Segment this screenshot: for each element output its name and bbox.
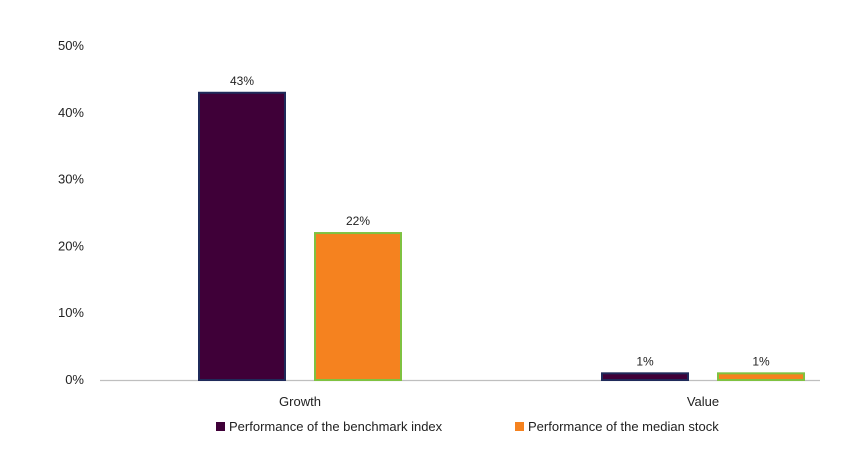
y-tick-label: 40% [58, 105, 84, 120]
x-category-label-value: Value [687, 394, 719, 409]
y-tick-label: 50% [58, 38, 84, 53]
legend: Performance of the benchmark index Perfor… [216, 419, 719, 434]
data-label-growth-series-1: 43% [230, 74, 254, 88]
data-label-growth-series-2: 22% [346, 214, 370, 228]
bar-growth-series-2 [314, 232, 402, 381]
y-axis: 0% 10% 20% 30% 40% 50% [58, 38, 84, 387]
data-label-value-series-1: 1% [636, 354, 654, 368]
legend-label-series-1: Performance of the benchmark index [229, 419, 443, 434]
bar-value-series-1 [601, 372, 689, 382]
y-tick-label: 10% [58, 305, 84, 320]
legend-swatch-series-1 [216, 422, 225, 431]
x-axis: Growth Value [100, 379, 820, 409]
data-label-value-series-2: 1% [752, 354, 770, 368]
bar-growth-series-1 [198, 91, 286, 381]
x-category-label-growth: Growth [279, 394, 321, 409]
y-tick-label: 0% [65, 372, 84, 387]
legend-label-series-2: Performance of the median stock [528, 419, 719, 434]
legend-swatch-series-2 [515, 422, 524, 431]
data-labels-layer: 43% 22% 1% 1% [230, 74, 770, 369]
bar-value-series-2 [717, 372, 805, 382]
y-tick-label: 20% [58, 238, 84, 253]
y-tick-label: 30% [58, 172, 84, 187]
bars-layer [198, 91, 805, 382]
